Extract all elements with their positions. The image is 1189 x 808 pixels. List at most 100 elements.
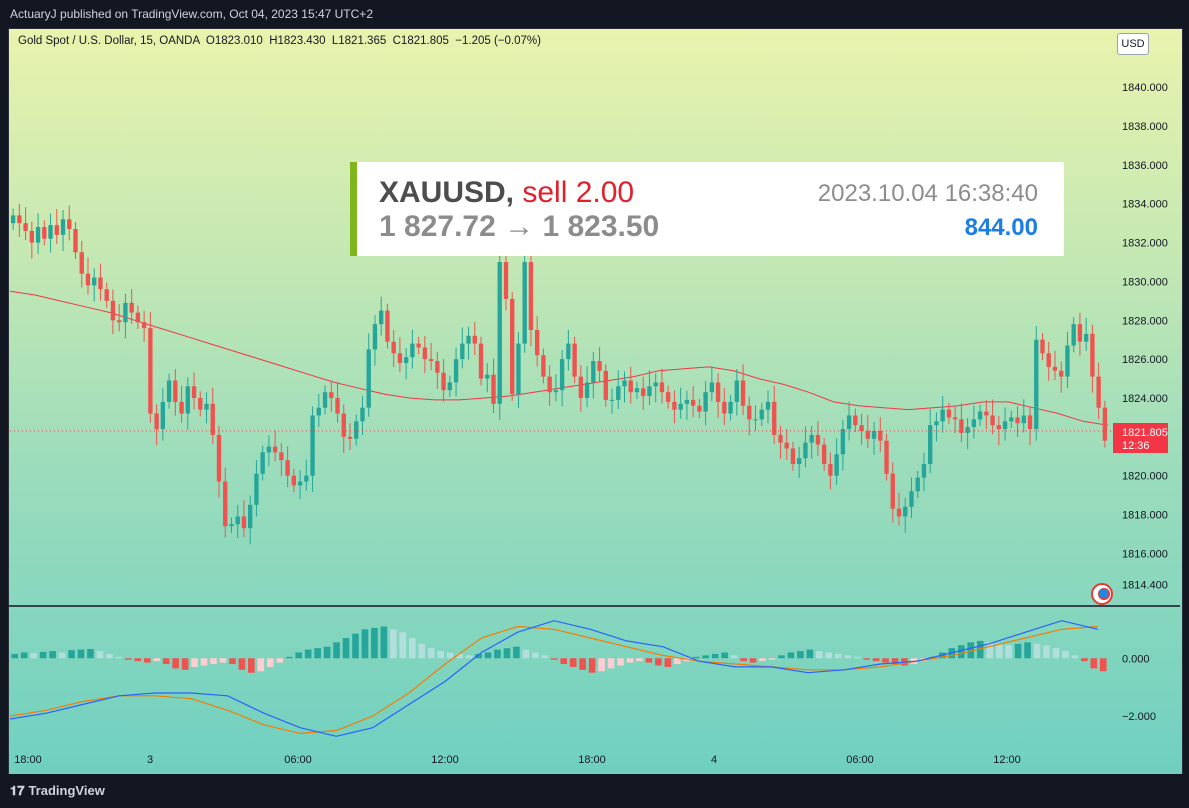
candle-body [1077, 324, 1083, 342]
histogram-bar [238, 658, 246, 670]
candle-body [291, 475, 297, 486]
histogram-bar [143, 658, 151, 663]
time-tick: 18:00 [14, 754, 42, 766]
histogram-bar [437, 651, 444, 659]
histogram-bar [522, 649, 530, 659]
candle-body [803, 442, 808, 459]
candle-body [1052, 366, 1058, 371]
candle-body [1021, 415, 1026, 424]
candle-body [946, 409, 952, 418]
currency-button[interactable]: USD [1117, 33, 1149, 55]
trade-side: sell 2.00 [522, 176, 635, 209]
candle-body [566, 343, 571, 360]
footer-brand: TradingView [28, 783, 105, 798]
publish-bar: ActuaryJ published on TradingView.com, O… [0, 0, 1189, 28]
candle-body [528, 262, 534, 330]
histogram-bar [399, 632, 407, 659]
candle-body [173, 380, 178, 402]
histogram-bar [1005, 645, 1012, 659]
candle-body [734, 380, 739, 402]
histogram-bar [68, 650, 75, 659]
candle-body [846, 415, 852, 430]
histogram-bar [806, 649, 814, 659]
candle-body [903, 506, 908, 517]
histogram-bar [494, 649, 501, 659]
candle-body [428, 359, 434, 362]
histogram-bar [863, 658, 870, 660]
histogram-bar [181, 658, 189, 670]
histogram-bar [1033, 643, 1041, 659]
candle-body [79, 252, 84, 274]
flag-icon [1091, 583, 1113, 605]
candle-body [154, 413, 159, 430]
candle-body [815, 434, 821, 445]
candle-body [878, 431, 883, 441]
candle-body [722, 401, 727, 414]
price-tick: 1824.000 [1122, 393, 1168, 405]
tradingview-logo[interactable]: 𝟏𝟕 TradingView [10, 783, 105, 799]
candle-body [229, 524, 234, 527]
histogram-bar [266, 658, 274, 667]
candle-body [865, 431, 870, 439]
candle-body [135, 312, 141, 323]
price-tick: 1836.000 [1122, 160, 1168, 172]
histogram-bar [475, 653, 482, 659]
histogram-bar [541, 655, 549, 659]
candle-body [54, 225, 59, 235]
candle-body [179, 401, 184, 414]
histogram-bar [787, 652, 795, 659]
histogram-bar [1052, 648, 1060, 659]
histogram-bar [1081, 658, 1088, 662]
candle-body [310, 415, 315, 476]
histogram-bar [87, 649, 94, 659]
candle-body [759, 409, 764, 420]
candle-body [672, 401, 677, 410]
candle-body [1027, 415, 1033, 430]
histogram-bar [352, 633, 359, 659]
price-tick: 1828.000 [1122, 315, 1168, 327]
candle-body [297, 481, 303, 486]
candle-body [279, 452, 284, 461]
candle-body [553, 390, 559, 393]
candle-body [690, 399, 696, 406]
histogram-bar [853, 656, 861, 659]
candle-body [491, 374, 496, 404]
histogram-bar [172, 658, 179, 669]
histogram-bar [323, 646, 331, 659]
histogram-bar [125, 658, 132, 660]
time-tick: 12:00 [431, 754, 459, 766]
candle-body [335, 397, 340, 414]
time-tick: 18:00 [578, 754, 606, 766]
candle-body [379, 310, 384, 325]
candle-body [410, 343, 415, 358]
histogram-bar [484, 652, 492, 659]
histogram-bar [532, 652, 539, 659]
histogram-bar [957, 645, 965, 659]
histogram-bar [229, 658, 236, 665]
candle-body [497, 262, 502, 404]
histogram-bar [106, 653, 113, 659]
candle-body [853, 415, 858, 426]
candle-body [347, 436, 353, 439]
candle-body [435, 361, 440, 373]
price-tick: 1814.400 [1122, 579, 1168, 591]
histogram-bar [1043, 645, 1050, 659]
candle-body [1046, 353, 1051, 367]
candle-body [609, 399, 615, 401]
candle-body [634, 388, 640, 393]
candle-body [1090, 333, 1095, 377]
histogram-bar [276, 658, 284, 663]
candle-body [821, 444, 827, 465]
candle-body [934, 421, 939, 426]
histogram-bar [1062, 651, 1069, 659]
candle-body [141, 322, 147, 329]
candle-body [959, 419, 964, 433]
candle-body [859, 425, 864, 432]
histogram-bar [39, 651, 47, 659]
histogram-bar [380, 626, 388, 659]
time-tick: 06:00 [846, 754, 874, 766]
histogram-bar [692, 656, 700, 659]
candle-body [659, 382, 665, 393]
candle-body [578, 376, 584, 398]
